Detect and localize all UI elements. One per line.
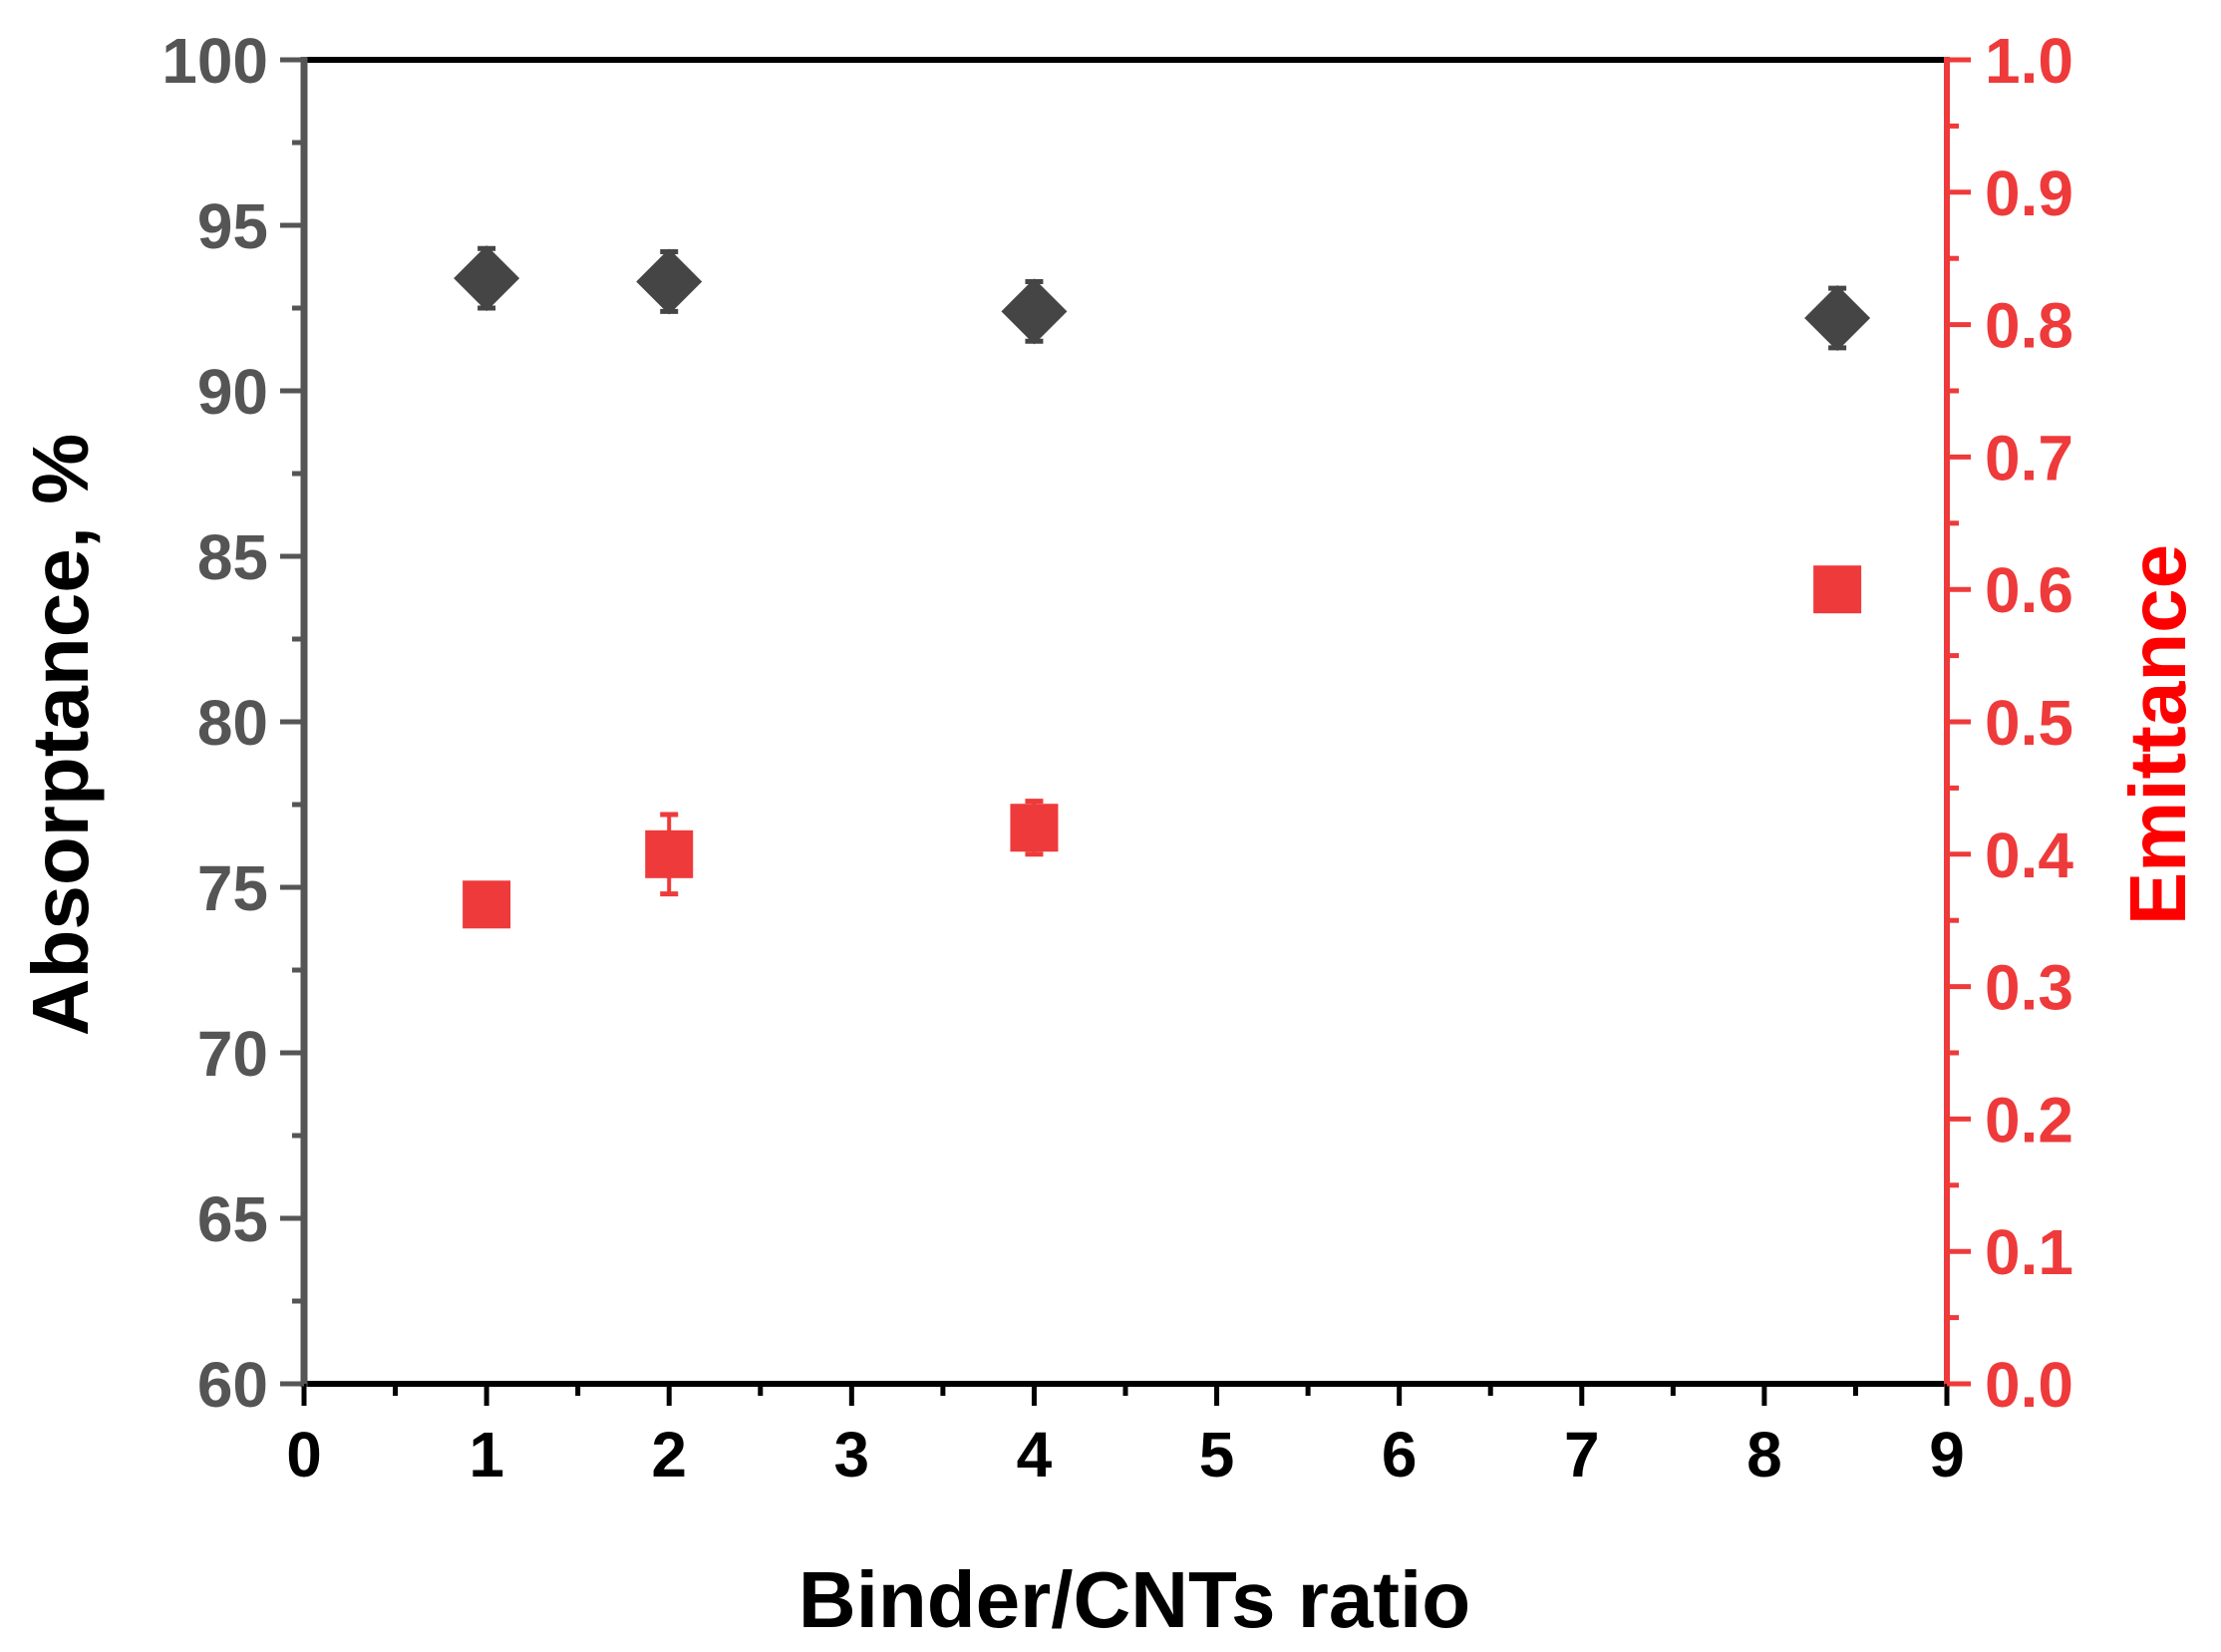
x-tick-label: 2 bbox=[651, 1419, 687, 1490]
x-tick-label: 3 bbox=[834, 1419, 870, 1490]
y-left-tick-label: 60 bbox=[197, 1349, 268, 1421]
y-left-tick-label: 70 bbox=[197, 1018, 268, 1090]
y-right-tick-label: 0.9 bbox=[1985, 158, 2073, 229]
y-left-tick-label: 100 bbox=[161, 25, 268, 97]
x-tick-label: 7 bbox=[1564, 1419, 1600, 1490]
data-point-square bbox=[1010, 804, 1059, 852]
x-tick-label: 8 bbox=[1746, 1419, 1782, 1490]
y-right-tick-label: 0.4 bbox=[1985, 820, 2073, 891]
y-left-tick-label: 90 bbox=[197, 356, 268, 428]
x-axis-title: Binder/CNTs ratio bbox=[798, 1555, 1470, 1644]
x-tick-label: 9 bbox=[1929, 1419, 1965, 1490]
y-right-tick-label: 0.3 bbox=[1985, 952, 2073, 1024]
y-right-tick-label: 0.6 bbox=[1985, 554, 2073, 626]
data-point-diamond bbox=[1804, 284, 1871, 351]
y-right-tick-label: 0.2 bbox=[1985, 1084, 2073, 1156]
y-left-tick-label: 85 bbox=[197, 521, 268, 593]
y-axis-right-title: Emittance bbox=[2113, 544, 2202, 925]
y-right-tick-label: 0.7 bbox=[1985, 422, 2073, 494]
x-tick-label: 1 bbox=[469, 1419, 504, 1490]
y-left-tick-label: 75 bbox=[197, 852, 268, 924]
x-tick-label: 6 bbox=[1382, 1419, 1418, 1490]
data-point-diamond bbox=[1001, 278, 1068, 345]
y-right-tick-label: 0.0 bbox=[1985, 1349, 2073, 1421]
data-point-diamond bbox=[454, 245, 520, 312]
y-right-tick-label: 1.0 bbox=[1985, 25, 2073, 97]
y-left-tick-label: 80 bbox=[197, 687, 268, 759]
x-tick-label: 0 bbox=[286, 1419, 322, 1490]
y-axis-left-title: Absorptance, % bbox=[16, 434, 105, 1037]
y-right-tick-label: 0.8 bbox=[1985, 290, 2073, 362]
axes bbox=[280, 57, 1971, 1406]
x-tick-label: 5 bbox=[1199, 1419, 1235, 1490]
y-left-tick-label: 95 bbox=[197, 190, 268, 262]
y-right-tick-label: 0.1 bbox=[1985, 1216, 2073, 1288]
x-tick-label: 4 bbox=[1017, 1419, 1053, 1490]
data-point-square bbox=[645, 829, 694, 878]
tick-labels: 0 1 2 3 4 5 6 7 8 9 60 65 70 75 80 85 90 95 100 0.0 0.1 0.2 0.… bbox=[161, 25, 2073, 1490]
data-marks bbox=[454, 245, 1871, 929]
data-point-square bbox=[463, 880, 511, 929]
y-right-tick-label: 0.5 bbox=[1985, 687, 2073, 759]
data-point-square bbox=[1813, 565, 1862, 614]
data-point-diamond bbox=[636, 248, 703, 315]
y-left-tick-label: 65 bbox=[197, 1183, 268, 1255]
